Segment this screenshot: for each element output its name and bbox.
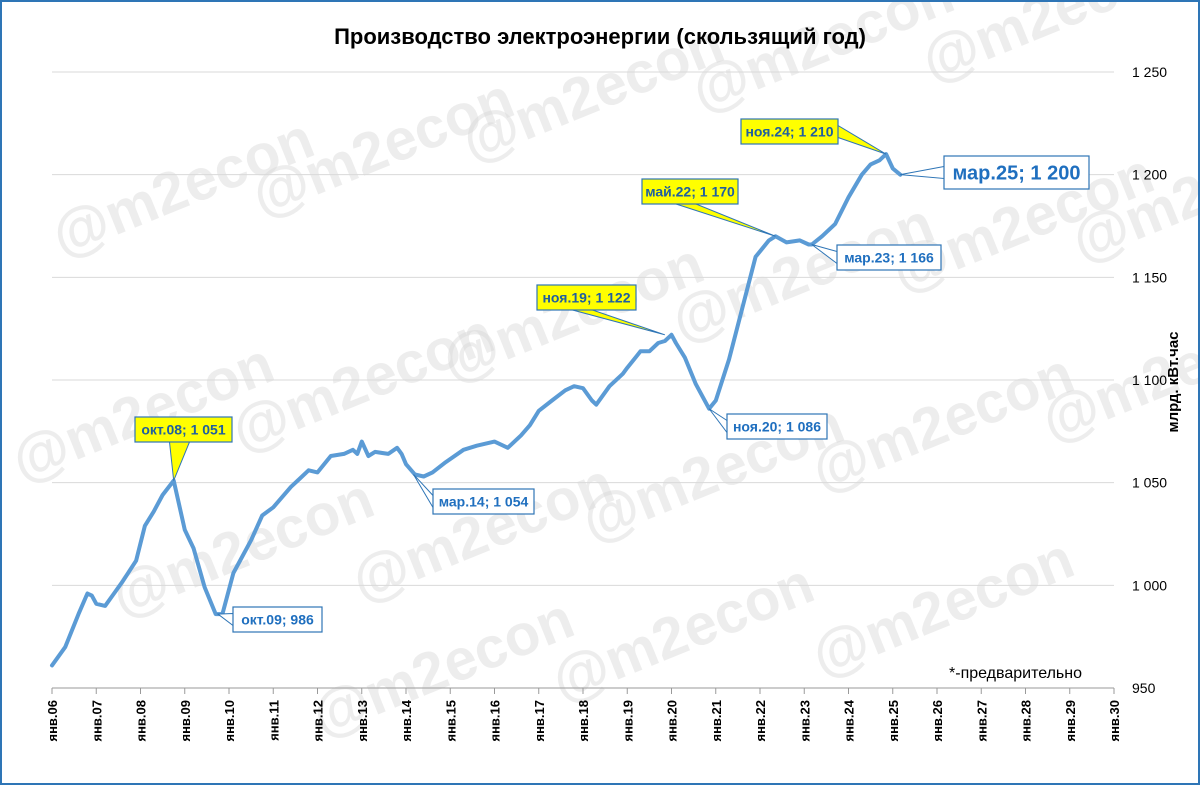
x-tick-label: янв.07 <box>89 700 104 742</box>
annotation-callout: мар.23; 1 166 <box>811 243 942 271</box>
x-axis-ticks: янв.06 янв.07 янв.08 янв.09 янв.10 янв.11 янв.… <box>45 688 1122 742</box>
y-tick-label: 1 100 <box>1132 372 1167 388</box>
annotation-callout: мар.14; 1 054 <box>413 474 535 515</box>
x-tick-label: янв.25 <box>886 700 901 742</box>
x-tick-label: янв.21 <box>709 700 724 742</box>
callout-box <box>836 244 942 271</box>
callout-box <box>536 284 637 311</box>
watermark-text: @m2econ <box>683 2 963 124</box>
y-tick-label: 1 000 <box>1132 577 1167 593</box>
x-tick-label: янв.28 <box>1019 700 1034 742</box>
annotation-callout: мар.25; 1 200 <box>900 155 1090 190</box>
x-tick-label: янв.30 <box>1107 700 1122 742</box>
x-tick-label: янв.10 <box>222 700 237 742</box>
callout-box <box>641 178 739 205</box>
callout-pointer <box>216 612 234 627</box>
x-tick-label: янв.11 <box>266 700 281 741</box>
callout-box <box>232 606 323 633</box>
annotation-callout: ноя.24; 1 210 <box>740 118 887 155</box>
watermark-text: @m2econ <box>803 340 1083 504</box>
callout-label: ноя.24; 1 210 <box>745 124 833 140</box>
x-tick-label: янв.15 <box>443 700 458 742</box>
watermark-text: @m2econ <box>343 450 623 614</box>
callout-box <box>943 155 1090 190</box>
x-tick-label: янв.09 <box>178 700 193 742</box>
callout-label: окт.09; 986 <box>241 612 314 628</box>
callout-label: ноя.20; 1 086 <box>733 419 821 435</box>
watermark-text: @m2econ <box>543 550 823 714</box>
x-tick-label: янв.26 <box>930 700 945 742</box>
x-tick-label: янв.19 <box>620 700 635 742</box>
x-tick-label: янв.16 <box>488 700 503 742</box>
x-tick-label: янв.08 <box>134 700 149 742</box>
x-tick-label: янв.14 <box>399 699 414 741</box>
callout-label: окт.08; 1 051 <box>141 422 225 438</box>
y-axis-ticks: 950 1 000 1 050 1 100 1 150 1 200 1 250 <box>1132 64 1167 696</box>
watermark-layer: @m2econ@m2econ@m2econ@m2econ@m2econ@m2ec… <box>3 0 1200 749</box>
x-tick-label: янв.29 <box>1063 700 1078 742</box>
y-tick-label: 950 <box>1132 680 1156 696</box>
watermark-text: @m2econ <box>913 2 1193 94</box>
x-tick-label: янв.13 <box>355 700 370 742</box>
x-tick-label: янв.06 <box>45 700 60 742</box>
x-tick-label: янв.20 <box>665 700 680 742</box>
watermark-text: @m2econ <box>103 465 383 629</box>
x-tick-label: янв.18 <box>576 700 591 742</box>
callout-box <box>134 416 233 443</box>
callout-pointer <box>168 441 191 481</box>
callout-pointer <box>837 124 887 155</box>
y-tick-label: 1 150 <box>1132 269 1167 285</box>
x-tick-label: янв.22 <box>753 700 768 742</box>
annotation-callout: май.22; 1 170 <box>641 178 776 237</box>
callout-pointer <box>675 203 776 237</box>
x-tick-label: янв.17 <box>532 700 547 742</box>
y-tick-label: 1 050 <box>1132 475 1167 491</box>
callout-box <box>432 488 535 515</box>
footnote: *-предварительно <box>949 665 1082 682</box>
series-line <box>50 152 903 668</box>
chart-title: Производство электроэнергии (скользящий … <box>334 24 866 49</box>
y-tick-label: 1 200 <box>1132 167 1167 183</box>
callout-label: мар.14; 1 054 <box>439 494 529 510</box>
annotation-callout: окт.09; 986 <box>216 606 323 633</box>
callout-box <box>740 118 839 145</box>
callout-box <box>726 413 828 440</box>
annotation-callout: ноя.19; 1 122 <box>536 284 666 336</box>
y-tick-label: 1 250 <box>1132 64 1167 80</box>
x-tick-label: янв.24 <box>842 699 857 741</box>
callout-pointer <box>413 474 434 510</box>
annotation-callout: ноя.20; 1 086 <box>708 408 828 440</box>
y-axis-label: млрд. кВт.час <box>1165 331 1182 432</box>
callout-label: мар.25; 1 200 <box>953 163 1081 185</box>
callout-label: май.22; 1 170 <box>645 184 735 200</box>
callout-pointer <box>708 408 728 434</box>
annotation-layer: окт.08; 1 051 окт.09; 986 мар.14; 1 054 ноя… <box>134 118 1090 633</box>
callout-label: ноя.19; 1 122 <box>542 290 630 306</box>
x-tick-label: янв.27 <box>974 700 989 742</box>
callout-label: мар.23; 1 166 <box>844 250 934 266</box>
annotation-callout: окт.08; 1 051 <box>134 416 233 481</box>
x-tick-label: янв.12 <box>311 700 326 742</box>
x-tick-label: янв.23 <box>797 700 812 742</box>
callout-pointer <box>900 165 945 180</box>
